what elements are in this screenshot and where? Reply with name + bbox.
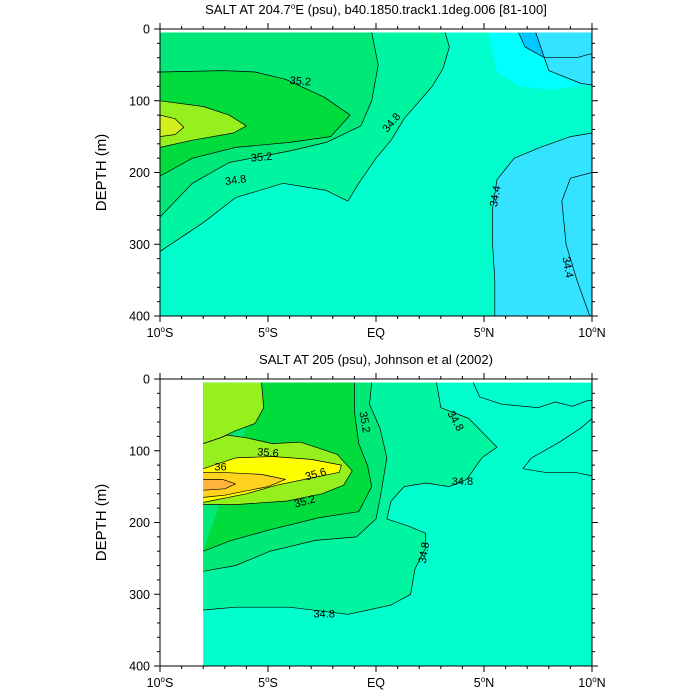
x-tick-label: 5oS: [258, 325, 278, 340]
contour-line-35-8: [203, 471, 286, 498]
contour-label: 35.2: [356, 411, 372, 434]
contour-fill-35-2: [160, 70, 351, 177]
contour-line-34-8: [203, 382, 498, 615]
y-tick-label: 400: [129, 660, 150, 674]
contour-fill-35-4: [203, 382, 264, 444]
axis-ticks: [154, 373, 598, 672]
contour-line-35-6: [160, 114, 185, 137]
contour-label: 34.4: [559, 256, 575, 279]
y-tick-label: 200: [129, 166, 150, 180]
contour-lines: [160, 32, 592, 316]
y-tick-label: 300: [129, 588, 150, 602]
contour-fill-35-8: [203, 472, 286, 498]
y-tick-label: 400: [129, 310, 150, 324]
x-tick-label: EQ: [367, 326, 385, 340]
contour-line-34-6: [492, 132, 592, 316]
panel-title: SALT AT 204.7oE (psu), b40.1850.track1.1…: [205, 2, 547, 17]
y-axis-title: DEPTH (m): [93, 484, 110, 562]
filled-contours: [160, 32, 592, 316]
y-tick-label: 100: [129, 94, 150, 108]
contour-fill-35-4: [160, 100, 247, 148]
contour-line-35-4: [160, 100, 247, 148]
contour-line-36: [203, 479, 236, 491]
contour-lines: [203, 382, 592, 615]
contour-line-34-4: [518, 32, 592, 59]
contour-label: 35.2: [293, 493, 317, 510]
x-tick-label: 5oN: [474, 675, 494, 690]
x-tick-label: EQ: [367, 676, 385, 690]
x-tick-label: 10oN: [578, 325, 605, 340]
contour-line-35-2: [203, 382, 373, 552]
contour-line-34-6: [561, 172, 592, 316]
contour-line-34-6: [472, 382, 592, 409]
y-axis-title: DEPTH (m): [93, 134, 110, 212]
panel-title: SALT AT 205 (psu), Johnson et al (2002): [259, 352, 493, 367]
contour-line-35: [160, 32, 379, 218]
contour-label: 35.6: [304, 466, 328, 483]
x-tick-label: 10oS: [147, 325, 174, 340]
contour-line-35-4: [203, 434, 353, 505]
filled-contours: [203, 382, 497, 615]
y-tick-label: 300: [129, 238, 150, 252]
contour-label: 34.8: [452, 476, 473, 488]
contour-fill-34-4: [492, 133, 592, 316]
contour-label: 36: [214, 462, 226, 474]
contour-line-35: [203, 382, 388, 572]
y-tick-label: 0: [143, 23, 150, 37]
contour-label: 35.2: [250, 151, 272, 165]
contour-label: 35.2: [289, 75, 311, 89]
y-tick-label: 200: [129, 516, 150, 530]
contour-label: 34.8: [224, 173, 247, 188]
x-tick-label: 5oN: [474, 325, 494, 340]
axis-ticks: [154, 23, 598, 322]
contour-line-35-2: [160, 70, 351, 177]
contour-label: 35.6: [257, 446, 279, 460]
y-tick-label: 0: [143, 373, 150, 387]
y-tick-label: 100: [129, 444, 150, 458]
contour-label: 34.8: [417, 541, 433, 564]
x-tick-label: 10oN: [578, 675, 605, 690]
contour-line-34-6: [522, 418, 592, 477]
contour-label: 34.4: [488, 185, 504, 208]
contour-fill-34-4: [535, 32, 592, 85]
contour-line-34-8: [160, 32, 450, 252]
contour-line-34-6: [535, 32, 592, 86]
x-tick-label: 5oS: [258, 675, 278, 690]
contour-line-35-6: [203, 456, 342, 503]
x-tick-label: 10oS: [147, 675, 174, 690]
contour-fill-35-6: [160, 115, 184, 137]
contour-label: 34.8: [313, 609, 334, 621]
